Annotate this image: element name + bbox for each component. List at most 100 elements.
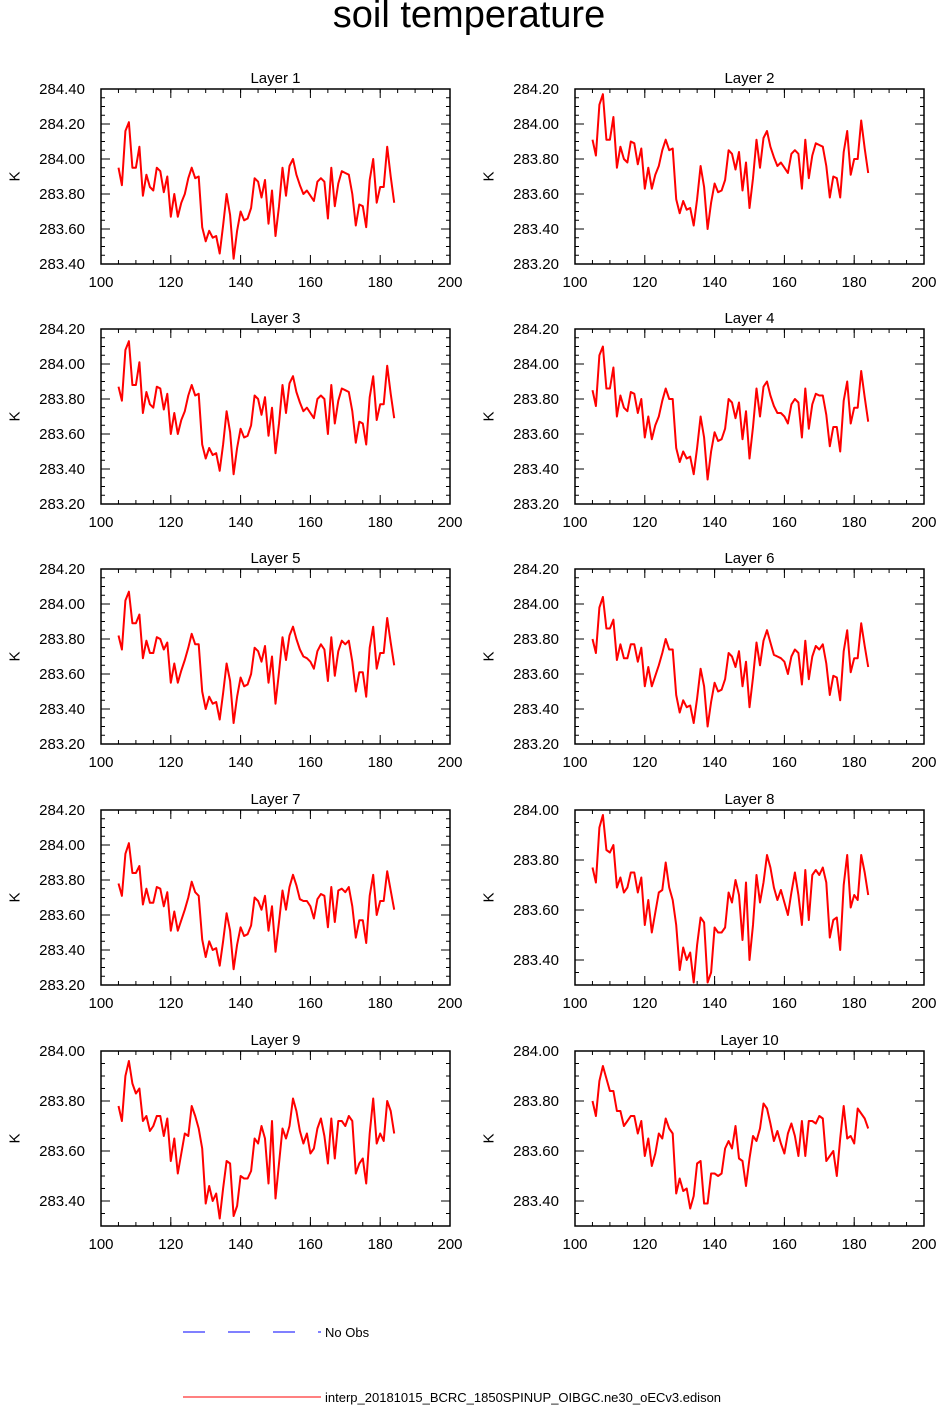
y-tick-label: 283.80 (513, 852, 559, 869)
y-tick-label: 283.80 (39, 391, 85, 408)
chart-panel-8: Layer 8 K 100 120 140 160 180 200 283.40 283.60 28… (481, 791, 937, 1012)
x-tick-label: 180 (368, 514, 393, 531)
chart-panel-2: Layer 2 K 100 120 140 160 180 200 283.20 283.40 28… (481, 70, 937, 291)
plot-frame (100, 568, 451, 745)
x-tick-label: 120 (158, 514, 183, 531)
legend: No Obs interp_20181015_BCRC_1850SPINUP_OI… (183, 1325, 721, 1405)
x-tick-label: 140 (702, 754, 727, 771)
x-tick-label: 140 (702, 995, 727, 1012)
y-tick-label: 284.40 (39, 81, 85, 98)
series-line-1 (591, 93, 870, 230)
x-tick-label: 100 (88, 514, 113, 531)
series-line-1 (117, 590, 396, 724)
y-tick-label: 284.20 (513, 81, 559, 98)
y-tick-label: 283.80 (39, 631, 85, 648)
x-tick-label: 100 (88, 995, 113, 1012)
x-tick-label: 180 (842, 754, 867, 771)
plot-frame (574, 88, 925, 265)
chart-panel-9: Layer 9 K 100 120 140 160 180 200 283.40 283.60 28… (7, 1032, 463, 1253)
plot-frame (100, 88, 451, 265)
x-tick-label: 140 (228, 1236, 253, 1253)
series-line-1 (591, 345, 870, 481)
x-tick-label: 160 (772, 754, 797, 771)
y-tick-label: 284.20 (39, 116, 85, 133)
x-tick-label: 160 (298, 514, 323, 531)
x-tick-label: 200 (911, 274, 936, 291)
series-line-1 (117, 842, 396, 971)
x-tick-label: 180 (368, 754, 393, 771)
series-line-1 (117, 340, 396, 476)
series-line-1 (117, 121, 396, 260)
panel-title: Layer 7 (250, 791, 300, 808)
x-tick-label: 140 (228, 754, 253, 771)
y-tick-label: 283.60 (39, 426, 85, 443)
y-tick-label: 283.40 (39, 701, 85, 718)
x-tick-label: 140 (702, 1236, 727, 1253)
x-tick-label: 120 (632, 514, 657, 531)
x-tick-label: 120 (632, 274, 657, 291)
x-tick-label: 120 (158, 1236, 183, 1253)
y-tick-label: 283.60 (39, 221, 85, 238)
y-tick-label: 284.00 (39, 356, 85, 373)
x-tick-label: 200 (911, 1236, 936, 1253)
y-axis-label: K (7, 171, 24, 181)
y-tick-label: 283.60 (39, 666, 85, 683)
series-line-1 (591, 1065, 870, 1210)
plot-frame (100, 809, 451, 986)
panel-title: Layer 9 (250, 1032, 300, 1049)
y-tick-label: 283.80 (39, 1093, 85, 1110)
y-axis-label: K (481, 411, 498, 421)
x-tick-label: 120 (632, 995, 657, 1012)
x-tick-label: 100 (88, 274, 113, 291)
x-tick-label: 160 (772, 1236, 797, 1253)
panel-title: Layer 10 (720, 1032, 778, 1049)
y-tick-label: 284.00 (513, 1043, 559, 1060)
y-axis-label: K (7, 411, 24, 421)
y-tick-label: 284.00 (39, 1043, 85, 1060)
x-tick-label: 180 (368, 1236, 393, 1253)
x-tick-label: 200 (911, 514, 936, 531)
y-tick-label: 283.20 (39, 977, 85, 994)
y-tick-label: 283.40 (39, 942, 85, 959)
y-axis-label: K (7, 651, 24, 661)
x-tick-label: 100 (88, 754, 113, 771)
panel-title: Layer 2 (724, 70, 774, 87)
y-tick-label: 283.20 (39, 496, 85, 513)
y-tick-label: 283.40 (39, 461, 85, 478)
x-tick-label: 140 (702, 274, 727, 291)
y-tick-label: 284.00 (39, 151, 85, 168)
x-tick-label: 100 (562, 514, 587, 531)
y-tick-label: 283.40 (513, 221, 559, 238)
y-axis-label: K (7, 892, 24, 902)
x-tick-label: 120 (158, 995, 183, 1012)
x-tick-label: 100 (88, 1236, 113, 1253)
series-line-1 (591, 814, 870, 984)
panel-title: Layer 3 (250, 310, 300, 327)
x-tick-label: 160 (298, 754, 323, 771)
panel-title: Layer 6 (724, 550, 774, 567)
plot-frame (574, 1050, 925, 1227)
x-tick-label: 180 (368, 995, 393, 1012)
y-tick-label: 283.40 (39, 1193, 85, 1210)
x-tick-label: 200 (437, 754, 462, 771)
plot-frame (574, 568, 925, 745)
y-tick-label: 283.80 (39, 872, 85, 889)
y-tick-label: 283.40 (513, 952, 559, 969)
y-tick-label: 284.20 (513, 321, 559, 338)
x-tick-label: 140 (228, 995, 253, 1012)
plot-frame (574, 328, 925, 505)
chart-panel-1: Layer 1 K 100 120 140 160 180 200 283.40 283.60 28… (7, 70, 463, 291)
y-tick-label: 283.80 (513, 391, 559, 408)
x-tick-label: 160 (772, 995, 797, 1012)
y-tick-label: 283.60 (513, 666, 559, 683)
y-axis-label: K (481, 1133, 498, 1143)
y-tick-label: 284.20 (39, 561, 85, 578)
y-tick-label: 283.40 (39, 256, 85, 273)
y-tick-label: 283.80 (513, 1093, 559, 1110)
chart-panel-7: Layer 7 K 100 120 140 160 180 200 283.20 283.40 28… (7, 791, 463, 1012)
x-tick-label: 200 (911, 754, 936, 771)
y-tick-label: 283.80 (39, 186, 85, 203)
y-tick-label: 283.60 (513, 902, 559, 919)
panel-title: Layer 8 (724, 791, 774, 808)
